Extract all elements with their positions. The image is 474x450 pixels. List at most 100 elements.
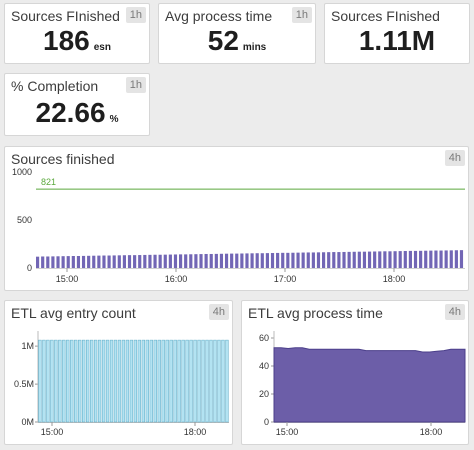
y-tick-label: 0 bbox=[264, 417, 269, 427]
bar bbox=[46, 256, 50, 268]
y-tick-label: 1M bbox=[21, 341, 34, 351]
x-tick-label: 15:00 bbox=[56, 274, 79, 284]
bar bbox=[41, 256, 45, 268]
bar bbox=[153, 254, 157, 268]
time-range-badge[interactable]: 4h bbox=[444, 304, 465, 320]
bar bbox=[184, 254, 188, 268]
y-tick-label: 40 bbox=[259, 361, 269, 371]
bar bbox=[58, 339, 62, 423]
reference-line-label: 821 bbox=[41, 177, 56, 187]
x-tick-label: 18:00 bbox=[420, 427, 443, 437]
bar bbox=[109, 339, 114, 423]
widget-title: Sources FInished (rows) bbox=[331, 8, 439, 24]
time-range-badge[interactable]: 1h bbox=[125, 7, 146, 23]
x-tick-label: 18:00 bbox=[383, 274, 406, 284]
x-tick-label: 15:00 bbox=[276, 427, 299, 437]
bar bbox=[117, 255, 121, 268]
widget-value: 52 mins bbox=[159, 26, 315, 63]
time-range-badge[interactable]: 1h bbox=[125, 77, 146, 93]
bar bbox=[316, 252, 321, 268]
bar bbox=[209, 253, 213, 268]
bar bbox=[235, 253, 239, 268]
widget-sources-finished[interactable]: Sources FInished 1h 186 esn bbox=[4, 3, 150, 64]
bar bbox=[66, 256, 70, 268]
bar bbox=[270, 253, 275, 268]
bar bbox=[46, 339, 50, 423]
sources-finished-chart: 1000 500 0 821 15:00 16:00 17:00 18:00 bbox=[12, 167, 465, 284]
bar bbox=[250, 253, 254, 268]
value-number: 1.11M bbox=[358, 25, 436, 56]
time-range-badge[interactable]: 4h bbox=[208, 304, 229, 320]
widget-completion[interactable]: % Completion 1h 22.66% bbox=[4, 73, 150, 136]
bar bbox=[117, 339, 122, 423]
bar bbox=[255, 253, 259, 268]
widget-etl-entry-count[interactable]: ETL avg entry count 4h 1M 0.5M 0M 15:00 18:0… bbox=[4, 300, 233, 445]
widget-sources-finished-rows[interactable]: Sources FInished (rows) 1h 1.11M bbox=[324, 3, 470, 64]
bar bbox=[81, 255, 86, 268]
bar bbox=[197, 339, 201, 423]
time-range-badge[interactable]: 1h bbox=[291, 7, 312, 23]
bar bbox=[378, 251, 382, 268]
y-tick-label: 500 bbox=[17, 215, 32, 225]
widget-value: 1.11M bbox=[325, 26, 469, 56]
bar bbox=[434, 250, 438, 268]
bar bbox=[221, 339, 225, 423]
bar bbox=[193, 339, 197, 423]
bar bbox=[42, 339, 46, 423]
bar bbox=[101, 339, 106, 423]
bar bbox=[163, 254, 167, 268]
bar bbox=[444, 250, 448, 268]
bar bbox=[169, 339, 173, 423]
bar bbox=[393, 251, 397, 268]
y-tick-label: 60 bbox=[259, 333, 269, 343]
bar bbox=[141, 339, 146, 423]
time-range-badge[interactable]: 4h bbox=[444, 150, 465, 166]
bar bbox=[86, 339, 90, 423]
widget-etl-process-time[interactable]: ETL avg process time 4h 60 40 20 0 15:00 18:0… bbox=[241, 300, 469, 445]
bar bbox=[383, 251, 387, 268]
bar bbox=[311, 252, 315, 268]
bar bbox=[194, 254, 198, 268]
bar bbox=[347, 251, 351, 268]
bar bbox=[145, 339, 149, 423]
chart-title: Sources finished bbox=[11, 151, 115, 167]
bar bbox=[62, 339, 66, 423]
bar bbox=[260, 253, 264, 268]
bar bbox=[38, 339, 42, 423]
bar bbox=[97, 339, 102, 423]
y-tick-label: 1000 bbox=[12, 167, 32, 177]
bar bbox=[201, 339, 205, 423]
bar bbox=[204, 253, 208, 268]
bar bbox=[362, 251, 367, 268]
widget-sources-finished-chart[interactable]: Sources finished 4h 1000 500 0 821 15:00 16:0… bbox=[4, 146, 469, 291]
widget-title: Avg process time bbox=[165, 8, 273, 24]
bar bbox=[439, 250, 443, 268]
bar bbox=[107, 255, 111, 268]
bar bbox=[230, 253, 234, 268]
bar bbox=[158, 254, 162, 268]
bar bbox=[122, 255, 126, 268]
bar bbox=[92, 255, 96, 268]
bar bbox=[138, 255, 142, 268]
bar bbox=[89, 339, 94, 423]
x-tick-label: 17:00 bbox=[274, 274, 297, 284]
bar bbox=[127, 255, 132, 268]
bar bbox=[133, 255, 137, 268]
bar bbox=[74, 339, 78, 423]
area-series bbox=[273, 347, 466, 423]
bar bbox=[66, 339, 70, 423]
chart-title: ETL avg entry count bbox=[11, 305, 136, 321]
bar bbox=[189, 254, 193, 268]
bar bbox=[165, 339, 169, 423]
bar bbox=[82, 339, 86, 423]
bar bbox=[337, 252, 341, 268]
widget-avg-process-time[interactable]: Avg process time 1h 52 mins bbox=[158, 3, 316, 64]
bar bbox=[71, 256, 75, 268]
bar bbox=[398, 251, 402, 268]
bar bbox=[413, 250, 418, 268]
etl-entry-count-chart: 1M 0.5M 0M 15:00 18:00 bbox=[14, 331, 229, 437]
bar bbox=[296, 252, 300, 268]
bar bbox=[209, 339, 213, 423]
bar bbox=[352, 251, 356, 268]
bar bbox=[125, 339, 130, 423]
